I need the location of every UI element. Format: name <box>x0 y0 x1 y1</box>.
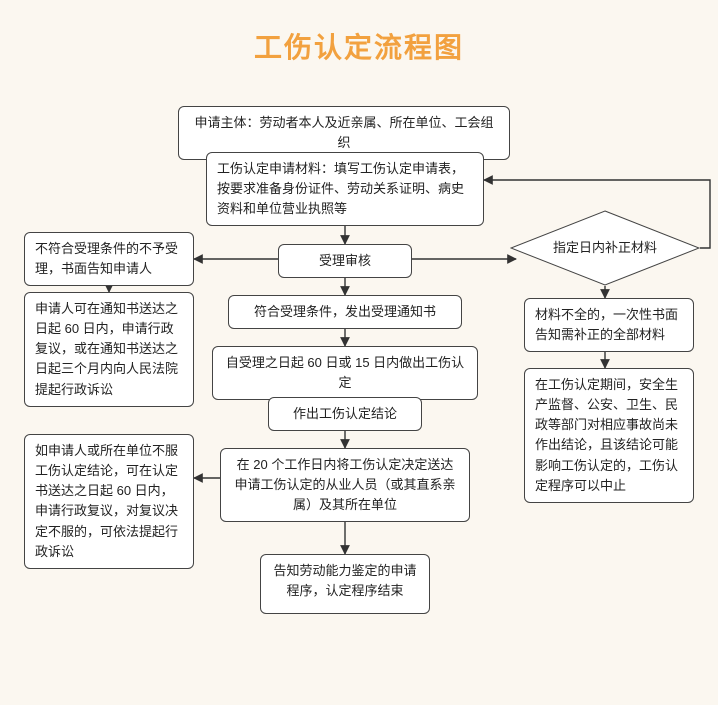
flowchart-node-d1: 指定日内补正材料 <box>510 210 700 286</box>
flowchart-node-l2: 申请人可在通知书送达之日起 60 日内，申请行政复议，或在通知书送达之日起三个月… <box>24 292 194 407</box>
flowchart-node-n2: 工伤认定申请材料：填写工伤认定申请表，按要求准备身份证件、劳动关系证明、病史资料… <box>206 152 484 226</box>
node-label: 指定日内补正材料 <box>510 239 700 257</box>
flowchart-node-n8: 告知劳动能力鉴定的申请程序，认定程序结束 <box>260 554 430 614</box>
flowchart-node-n3: 受理审核 <box>278 244 412 278</box>
flowchart-node-n4: 符合受理条件，发出受理通知书 <box>228 295 462 329</box>
flowchart-node-r2: 在工伤认定期间，安全生产监督、公安、卫生、民政等部门对相应事故尚未作出结论，且该… <box>524 368 694 503</box>
flowchart-node-n7: 在 20 个工作日内将工伤认定决定送达申请工伤认定的从业人员（或其直系亲属）及其… <box>220 448 470 522</box>
flowchart-node-n5: 自受理之日起 60 日或 15 日内做出工伤认定 <box>212 346 478 400</box>
flowchart-node-l3: 如申请人或所在单位不服工伤认定结论，可在认定书送达之日起 60 日内，申请行政复… <box>24 434 194 569</box>
flowchart-node-l1: 不符合受理条件的不予受理，书面告知申请人 <box>24 232 194 286</box>
flowchart-node-r1: 材料不全的，一次性书面告知需补正的全部材料 <box>524 298 694 352</box>
page-title: 工伤认定流程图 <box>0 26 718 66</box>
flowchart-node-n6: 作出工伤认定结论 <box>268 397 422 431</box>
